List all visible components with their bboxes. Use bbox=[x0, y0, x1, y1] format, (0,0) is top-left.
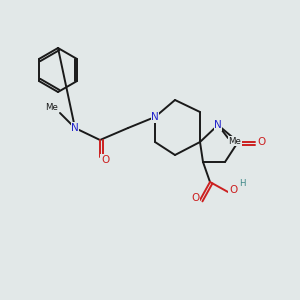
Text: Me: Me bbox=[46, 103, 59, 112]
Text: O: O bbox=[191, 193, 199, 203]
Text: N: N bbox=[151, 112, 159, 122]
Text: H: H bbox=[239, 179, 245, 188]
Text: N: N bbox=[71, 123, 79, 133]
Text: O: O bbox=[101, 155, 109, 165]
Text: N: N bbox=[214, 120, 222, 130]
Text: O: O bbox=[229, 185, 237, 195]
Text: Me: Me bbox=[229, 136, 242, 146]
Text: O: O bbox=[257, 137, 265, 147]
